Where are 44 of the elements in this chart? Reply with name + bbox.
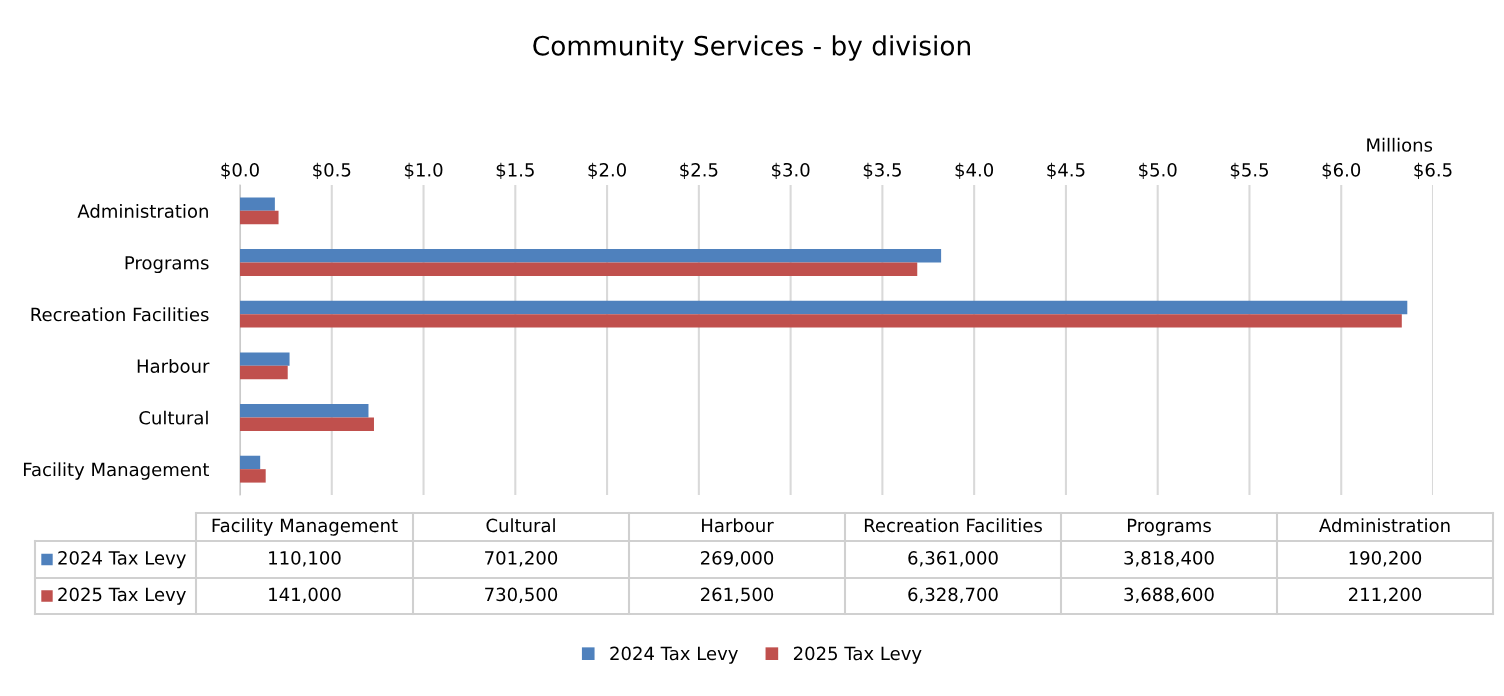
- text: 3,688,600: [1124, 587, 1214, 604]
- text: 701,200: [485, 551, 558, 567]
- y-tick-label: Administration: [77, 203, 208, 218]
- category-label: Recreation Facilities: [864, 518, 1042, 533]
- text: 6,361,000: [908, 551, 998, 567]
- x-tick-label: $6.5: [1414, 162, 1452, 180]
- x-tick-label: $0.0: [221, 162, 259, 180]
- x-axis-title: Millions: [1367, 137, 1433, 152]
- x-tick-label: $1.5: [496, 162, 534, 180]
- y-tick-label: Harbour: [137, 358, 210, 373]
- x-tick-label: $3.5: [863, 162, 901, 180]
- text: 141,000: [269, 587, 341, 604]
- category-label: Harbour: [702, 518, 774, 533]
- text: 3,818,400: [1124, 551, 1214, 567]
- legend-label: 2024 Tax Levy: [58, 551, 186, 569]
- chart-title: Community Services - by division: [533, 35, 970, 61]
- text: 261,500: [700, 587, 774, 604]
- category-label: Facility Management: [212, 518, 398, 536]
- text: 190,200: [1349, 551, 1422, 567]
- x-tick-label: $1.0: [404, 162, 443, 180]
- y-tick-label: Facility Management: [23, 462, 210, 480]
- x-tick-label: $4.5: [1047, 162, 1085, 180]
- x-tick-label: $5.0: [1139, 162, 1177, 180]
- category-label: Cultural: [486, 518, 555, 533]
- text: 730,500: [485, 587, 558, 604]
- text: 2025 Tax Levy: [793, 646, 922, 664]
- legend-label: 2025 Tax Levy: [58, 587, 186, 605]
- y-tick-label: Cultural: [139, 410, 208, 425]
- y-tick-label: Programs: [125, 256, 209, 274]
- x-tick-label: $6.0: [1322, 162, 1361, 180]
- x-tick-label: $0.5: [313, 162, 351, 180]
- category-label: Administration: [1319, 518, 1450, 533]
- category-label: Programs: [1127, 518, 1211, 536]
- text: 269,000: [700, 551, 774, 567]
- x-tick-label: $4.0: [955, 162, 994, 180]
- x-tick-label: $5.5: [1230, 162, 1268, 180]
- y-tick-label: Recreation Facilities: [31, 307, 209, 322]
- text: 6,328,700: [908, 587, 998, 604]
- x-tick-label: $3.0: [772, 162, 810, 180]
- text: 110,100: [269, 551, 341, 567]
- text: 211,200: [1348, 587, 1422, 604]
- x-tick-label: $2.0: [588, 162, 626, 180]
- text: 2024 Tax Levy: [610, 646, 738, 664]
- x-tick-label: $2.5: [680, 162, 718, 180]
